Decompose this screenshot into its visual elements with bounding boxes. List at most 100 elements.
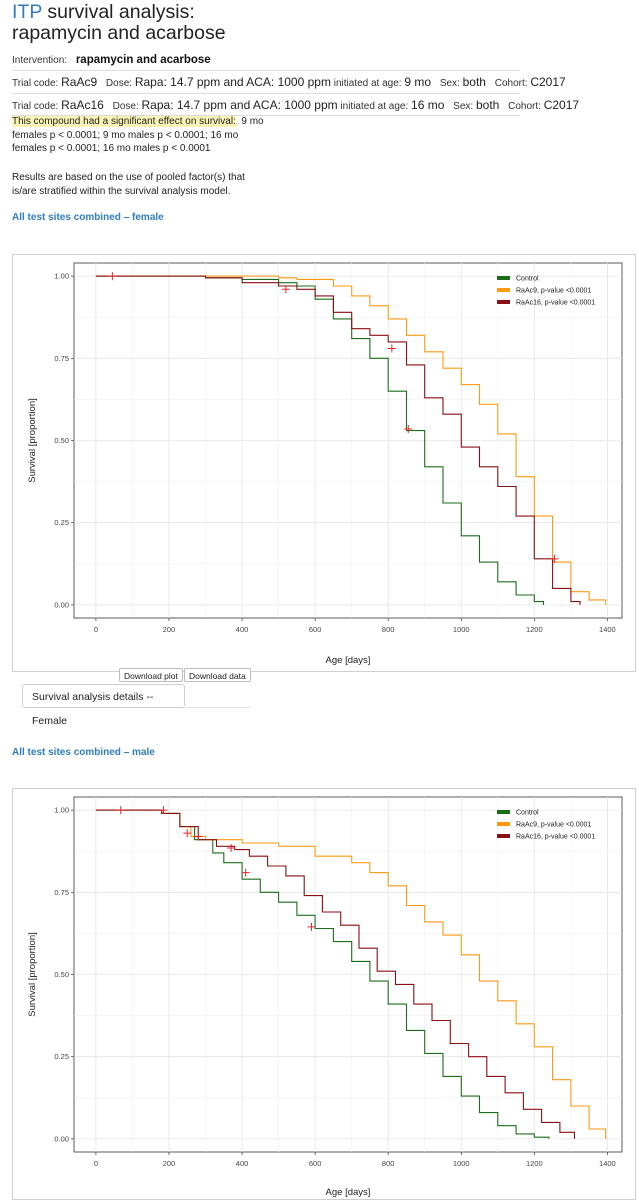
legend-key bbox=[497, 288, 510, 292]
sex-value: both bbox=[475, 98, 500, 112]
x-tick-label: 1000 bbox=[453, 625, 470, 634]
brand-name: ITP bbox=[12, 1, 42, 23]
legend-label: RaAc9, p-value <0.0001 bbox=[516, 822, 591, 829]
x-tick-label: 600 bbox=[309, 1159, 322, 1168]
censor-mark bbox=[227, 843, 236, 852]
censor-mark bbox=[550, 554, 559, 563]
x-tick-label: 1200 bbox=[526, 625, 543, 634]
section-label-male: All test sites combined – male bbox=[12, 747, 155, 758]
legend-label: Control bbox=[516, 810, 539, 817]
censor-mark bbox=[307, 922, 316, 931]
x-tick-label: 400 bbox=[236, 625, 249, 634]
x-tick-label: 800 bbox=[382, 1159, 395, 1168]
x-tick-label: 800 bbox=[382, 625, 395, 634]
cohort-value: C2017 bbox=[530, 75, 566, 89]
dose-label: Dose: bbox=[112, 101, 139, 112]
sex-label: Sex: bbox=[439, 78, 460, 89]
age-label: initiated at age: bbox=[340, 101, 409, 112]
dose-value: Rapa: 14.7 ppm and ACA: 1000 ppm bbox=[141, 98, 338, 112]
download-plot-button[interactable]: Download plot bbox=[119, 668, 183, 682]
x-axis-label: Age [days] bbox=[326, 1187, 371, 1198]
x-tick-label: 1400 bbox=[599, 625, 616, 634]
legend-label: RaAc16, p-value <0.0001 bbox=[516, 834, 595, 841]
legend-label: Control bbox=[516, 276, 539, 283]
divider bbox=[185, 707, 250, 708]
legend-key bbox=[497, 276, 510, 280]
page-title: ITP survival analysis: rapamycin and acar… bbox=[12, 2, 226, 44]
survival-plot-male: 0 200 400 600 800 1000 1200 1400 0.00 0.25 0.50 0.7… bbox=[12, 788, 636, 1200]
effect-highlight: This compound had a significant effect o… bbox=[12, 116, 236, 127]
series-line bbox=[95, 275, 607, 605]
x-axis-label: Age [days] bbox=[326, 655, 371, 666]
y-tick-label: 0.25 bbox=[54, 518, 69, 527]
legend-key bbox=[497, 300, 510, 304]
y-tick-label: 0.50 bbox=[54, 970, 69, 979]
trial-row: Trial code: RaAc9 Dose: Rapa: 14.7 ppm a… bbox=[12, 72, 566, 94]
age-label: initiated at age: bbox=[333, 78, 402, 89]
legend-label: RaAc9, p-value <0.0001 bbox=[516, 288, 591, 295]
survival-chart-female: 0 200 400 600 800 1000 1200 1400 0.00 0.25 0.50 0.7… bbox=[27, 262, 623, 666]
age-value: 16 mo bbox=[411, 98, 445, 112]
y-tick-label: 0.00 bbox=[54, 1134, 69, 1143]
censor-mark bbox=[281, 285, 290, 294]
y-axis-label: Survival [proportion] bbox=[27, 398, 38, 482]
y-tick-label: 0.25 bbox=[54, 1052, 69, 1061]
sex-label: Sex: bbox=[453, 101, 474, 112]
survival-plot-female: 0 200 400 600 800 1000 1200 1400 0.00 0.25 0.50 0.7… bbox=[12, 254, 636, 672]
x-tick-label: 0 bbox=[94, 1159, 98, 1168]
censor-mark bbox=[241, 868, 250, 877]
effect-first: 9 mo bbox=[241, 116, 264, 127]
y-tick-label: 0.75 bbox=[54, 888, 69, 897]
x-tick-label: 0 bbox=[94, 625, 98, 634]
sex-value: both bbox=[462, 75, 486, 89]
y-tick-label: 0.50 bbox=[54, 436, 69, 445]
y-axis-label: Survival [proportion] bbox=[27, 932, 38, 1016]
x-tick-label: 1400 bbox=[599, 1159, 616, 1168]
x-tick-label: 200 bbox=[163, 1159, 176, 1168]
legend-key bbox=[497, 834, 510, 838]
censor-mark bbox=[194, 832, 203, 841]
title-line2: rapamycin and acarbose bbox=[12, 22, 226, 44]
dose-value: Rapa: 14.7 ppm and ACA: 1000 ppm bbox=[134, 75, 331, 89]
x-tick-label: 1000 bbox=[453, 1159, 470, 1168]
x-tick-label: 1200 bbox=[526, 1159, 543, 1168]
trial-code: RaAc16 bbox=[61, 98, 104, 112]
trial-row: Trial code: RaAc16 Dose: Rapa: 14.7 ppm … bbox=[12, 95, 579, 116]
censor-mark bbox=[387, 344, 396, 353]
cohort-label: Cohort: bbox=[508, 101, 541, 112]
legend-key bbox=[497, 810, 510, 814]
trial-code: RaAc9 bbox=[61, 75, 98, 89]
age-value: 9 mo bbox=[404, 75, 432, 89]
intervention-label: Intervention: bbox=[12, 55, 68, 66]
intervention-value: rapamycin and acarbose bbox=[75, 54, 211, 66]
title-text: survival analysis: bbox=[47, 1, 195, 23]
trial-code-label: Trial code: bbox=[12, 101, 59, 112]
x-tick-label: 200 bbox=[163, 625, 176, 634]
cohort-label: Cohort: bbox=[494, 78, 528, 89]
trial-code-label: Trial code: bbox=[12, 78, 59, 89]
censor-mark bbox=[404, 424, 413, 433]
series-line bbox=[95, 809, 607, 1139]
censor-mark bbox=[159, 806, 168, 815]
x-tick-label: 400 bbox=[236, 1159, 249, 1168]
y-tick-label: 0.00 bbox=[54, 600, 69, 609]
effect-summary: This compound had a significant effect o… bbox=[12, 115, 272, 156]
legend-label: RaAc16, p-value <0.0001 bbox=[516, 300, 595, 307]
series-line bbox=[95, 809, 576, 1139]
series-line bbox=[95, 275, 545, 605]
effect-details: females p < 0.0001; 9 mo males p < 0.000… bbox=[12, 129, 239, 155]
y-tick-label: 1.00 bbox=[54, 806, 69, 815]
y-tick-label: 0.75 bbox=[54, 354, 69, 363]
intervention-row: Intervention: rapamycin and acarbose bbox=[12, 50, 520, 71]
series-line bbox=[95, 275, 581, 605]
pooled-factor-note: Results are based on the use of pooled f… bbox=[12, 172, 245, 197]
y-tick-label: 1.00 bbox=[54, 272, 69, 281]
censor-mark bbox=[116, 806, 125, 815]
cohort-value: C2017 bbox=[543, 98, 580, 112]
survival-details-female-button[interactable]: Survival analysis details -- Female bbox=[22, 684, 185, 727]
censor-mark bbox=[183, 829, 192, 838]
survival-chart-male: 0 200 400 600 800 1000 1200 1400 0.00 0.25 0.50 0.7… bbox=[27, 796, 623, 1198]
x-tick-label: 600 bbox=[309, 625, 322, 634]
download-data-button[interactable]: Download data bbox=[184, 668, 251, 682]
censor-mark bbox=[108, 272, 117, 281]
